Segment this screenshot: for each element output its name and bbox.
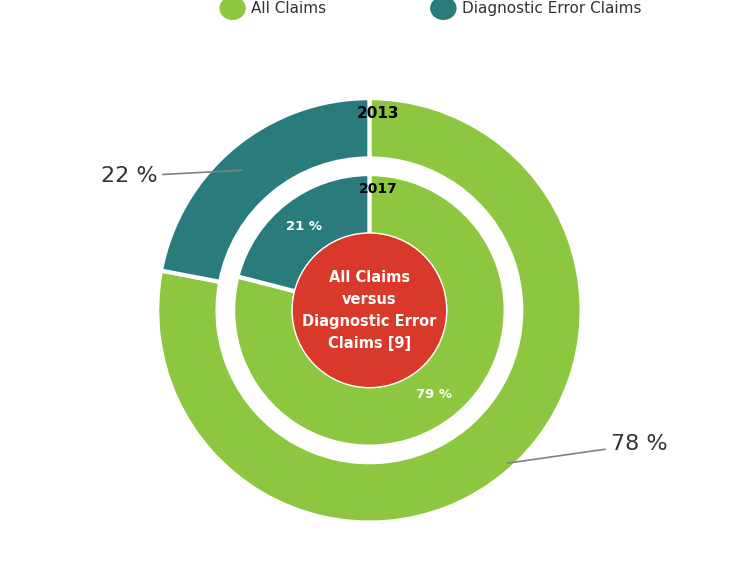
Text: 79 %: 79 %	[416, 388, 452, 401]
Text: 22 %: 22 %	[100, 166, 242, 186]
Circle shape	[232, 173, 507, 448]
Circle shape	[292, 233, 446, 387]
Circle shape	[293, 234, 446, 386]
Text: Diagnostic Error Claims: Diagnostic Error Claims	[461, 1, 641, 16]
Text: 78 %: 78 %	[508, 435, 668, 463]
Wedge shape	[238, 174, 370, 292]
Wedge shape	[158, 98, 581, 522]
Text: 2013: 2013	[357, 106, 400, 121]
Wedge shape	[233, 174, 506, 446]
Text: All Claims: All Claims	[251, 1, 326, 16]
Text: 21 %: 21 %	[286, 220, 322, 233]
Text: 2017: 2017	[359, 182, 398, 195]
Wedge shape	[161, 98, 370, 282]
Text: All Claims
versus
Diagnostic Error
Claims [9]: All Claims versus Diagnostic Error Claim…	[302, 270, 436, 351]
